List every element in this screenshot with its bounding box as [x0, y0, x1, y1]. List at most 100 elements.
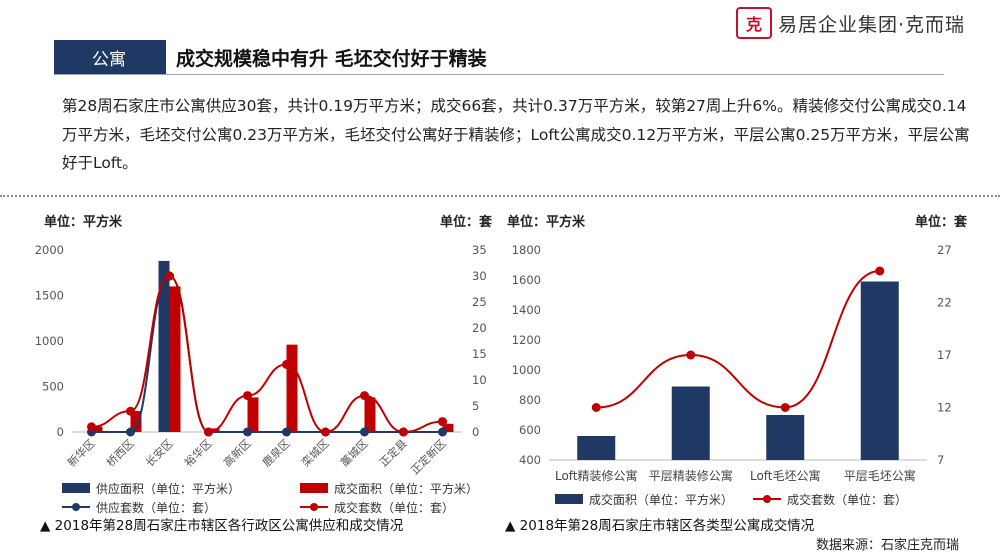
bar — [158, 260, 170, 432]
data-point — [360, 427, 369, 437]
dotted-divider — [0, 195, 1000, 197]
data-point — [360, 391, 369, 401]
data-point — [591, 403, 601, 412]
left-unit-label: 单位：平方米 — [507, 214, 586, 230]
right-tick-label: 22 — [937, 296, 952, 310]
legend-swatch — [72, 503, 80, 511]
right-tick-label: 0 — [472, 425, 479, 439]
left-unit-label: 单位：平方米 — [44, 214, 123, 230]
chart-caption: ▲ 2018年第28周石家庄市辖区各类型公寓成交情况 — [505, 517, 815, 534]
legend-label: 成交面积（单位：平方米） — [589, 492, 733, 507]
left-tick-label: 500 — [42, 380, 64, 394]
bar — [169, 286, 181, 432]
bar — [671, 386, 710, 460]
data-point — [686, 350, 696, 360]
bar — [286, 344, 298, 432]
legend-label: 成交套数（单位：套） — [334, 500, 454, 515]
left-tick-label: 1200 — [512, 333, 541, 347]
data-point — [126, 406, 135, 416]
series-line — [596, 270, 880, 409]
category-label: 平层毛坯公寓 — [844, 468, 916, 483]
right-tick-label: 15 — [472, 347, 487, 361]
data-point — [165, 271, 174, 281]
legend-swatch — [310, 503, 318, 511]
left-tick-label: 1000 — [512, 363, 541, 377]
title-rule — [54, 74, 944, 75]
brand-logo: 克 易居企业集团·克而瑞 — [736, 6, 996, 40]
data-point — [126, 427, 135, 437]
bar — [860, 281, 899, 460]
data-point — [438, 427, 447, 437]
legend-label: 供应套数（单位：套） — [96, 500, 216, 515]
data-point — [87, 422, 96, 432]
left-tick-label: 1000 — [35, 334, 64, 348]
category-label: 正定新区 — [408, 436, 449, 477]
logo-text: 易居企业集团·克而瑞 — [778, 13, 966, 36]
data-point — [438, 417, 447, 427]
legend-swatch — [763, 495, 771, 503]
right-tick-label: 17 — [937, 348, 952, 362]
data-point — [204, 427, 213, 437]
tag-divider — [164, 40, 166, 74]
left-tick-label: 0 — [57, 425, 64, 439]
right-tick-label: 12 — [937, 401, 952, 415]
data-point — [875, 266, 885, 276]
left-tick-label: 400 — [519, 453, 541, 467]
category-label: 桥西区 — [104, 437, 137, 470]
left-tick-label: 600 — [519, 423, 541, 437]
data-source: 数据来源：石家庄克而瑞 — [816, 538, 960, 553]
bar — [442, 423, 454, 432]
apartment-type-deal-chart: 单位：平方米 单位：套 400 600 800 1000 1200 1400 1600 1800 7… — [505, 214, 968, 534]
chart-caption: ▲ 2018年第28周石家庄市辖区各行政区公寓供应和成交情况 — [40, 517, 404, 534]
category-label: 高新区 — [220, 436, 253, 469]
series-line — [91, 274, 443, 433]
data-point — [399, 427, 408, 437]
category-label: Loft精装修公寓 — [555, 468, 638, 483]
data-point — [282, 359, 291, 369]
category-label: 鹿泉区 — [259, 436, 292, 469]
category-label: 栾城区 — [298, 436, 331, 469]
legend-swatch — [62, 483, 90, 493]
bar — [364, 397, 376, 432]
right-tick-label: 30 — [472, 269, 487, 283]
category-label: 新华区 — [64, 436, 97, 469]
legend-swatch — [300, 483, 328, 493]
data-point — [780, 403, 790, 412]
bar — [91, 426, 103, 432]
left-tick-label: 1600 — [512, 273, 541, 287]
category-label: 正定县 — [376, 436, 409, 469]
bar — [130, 411, 142, 432]
right-tick-label: 5 — [472, 399, 479, 413]
category-label: 裕华区 — [181, 436, 214, 469]
page-title: 成交规模稳中有升 毛坯交付好于精装 — [176, 48, 487, 70]
legend-label: 供应面积（单位：平方米） — [96, 481, 240, 496]
district-supply-deal-chart: 单位：平方米 单位：套 0 500 1000 1500 2000 0 5 10 15 20 25 30 35… — [35, 214, 493, 534]
logo-seal-icon: 克 — [736, 7, 772, 39]
series-line — [91, 274, 443, 434]
left-tick-label: 800 — [519, 393, 541, 407]
bar — [766, 415, 805, 460]
right-tick-label: 35 — [472, 243, 487, 257]
left-tick-label: 1800 — [512, 243, 541, 257]
category-label: Loft毛坯公寓 — [750, 468, 821, 483]
category-label: 藁城区 — [338, 437, 371, 470]
category-label: 长安区 — [142, 436, 175, 469]
bar — [247, 397, 259, 432]
bar — [577, 436, 616, 460]
right-unit-label: 单位：套 — [915, 214, 968, 230]
summary-paragraph: 第28周石家庄市公寓供应30套，共计0.19万平方米；成交66套，共计0.37万… — [62, 97, 970, 172]
right-tick-label: 25 — [472, 295, 487, 309]
legend-label: 成交面积（单位：平方米） — [334, 481, 478, 496]
data-point — [282, 427, 291, 437]
data-point — [321, 427, 330, 437]
legend-swatch — [555, 494, 583, 504]
left-tick-label: 1500 — [35, 289, 64, 303]
left-tick-label: 2000 — [35, 243, 64, 257]
right-tick-label: 20 — [472, 321, 487, 335]
category-label: 平层精装修公寓 — [649, 468, 733, 483]
right-tick-label: 27 — [937, 243, 952, 257]
right-unit-label: 单位：套 — [440, 214, 493, 230]
data-point — [243, 391, 252, 401]
data-point — [243, 427, 252, 437]
section-tag: 公寓 — [54, 40, 164, 74]
